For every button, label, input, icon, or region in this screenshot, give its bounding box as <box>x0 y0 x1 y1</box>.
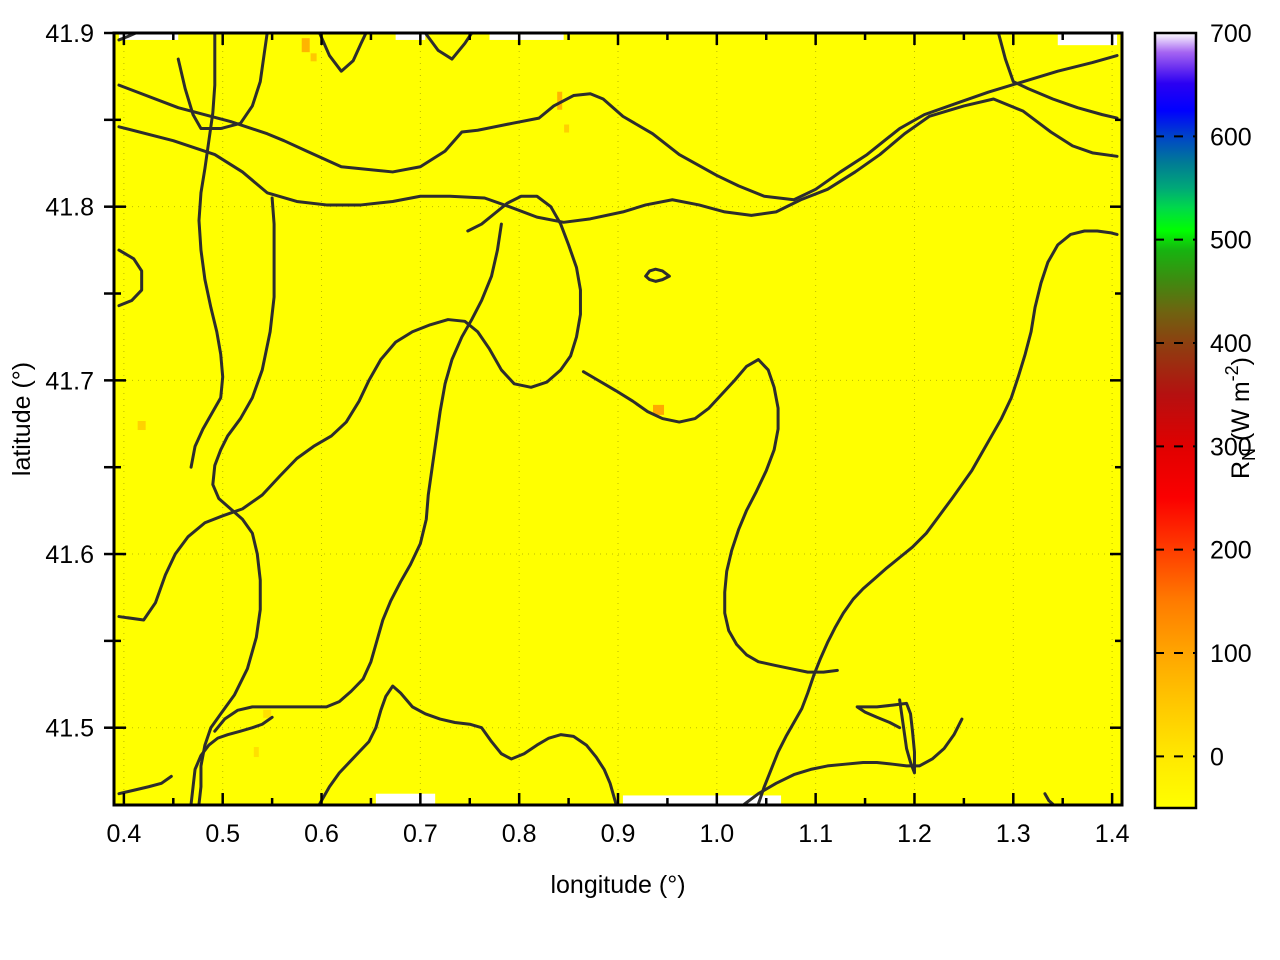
contour-line <box>996 33 1119 120</box>
white-gap <box>395 33 426 40</box>
x-tick-label: 1.3 <box>996 820 1031 848</box>
plot-background <box>114 33 1122 805</box>
contour-line <box>117 194 582 622</box>
colorbar-tick-label: 300 <box>1210 433 1252 461</box>
contour-lines <box>117 33 1119 805</box>
contour-line <box>318 684 618 805</box>
svg-text:RN (W m-2): RN (W m-2) <box>1222 357 1259 479</box>
field-speckle <box>653 404 665 415</box>
contour-line <box>176 33 269 131</box>
x-tick-label: 0.5 <box>205 820 240 848</box>
y-tick-label: 41.6 <box>45 541 94 569</box>
colorbar-tick-label: 400 <box>1210 330 1252 358</box>
colorbar-title-rest: (W m <box>1227 381 1255 448</box>
contour-line <box>213 222 503 733</box>
colorbar-tick-labels: 0 100 200 300 400 500 600 700 <box>1210 20 1252 771</box>
contour-line <box>189 715 274 805</box>
field-speckle <box>137 421 146 431</box>
field-speckle <box>564 124 570 133</box>
white-gap-layer <box>118 33 1118 805</box>
x-tick-label: 0.4 <box>106 820 141 848</box>
y-tick-label: 41.8 <box>45 194 94 222</box>
axis-ticks <box>104 31 1122 805</box>
colorbar-tick-label: 200 <box>1210 537 1252 565</box>
colorbar-title-superscript: -2 <box>1222 365 1242 381</box>
colorbar-tick-label: 700 <box>1210 20 1252 48</box>
contour-line <box>742 717 964 805</box>
colorbar-gradient <box>1155 33 1196 808</box>
y-axis-title: latitude (°) <box>8 362 36 476</box>
x-tick-label: 1.4 <box>1095 820 1130 848</box>
colorbar-title-close: ) <box>1227 357 1255 365</box>
contour-line <box>581 358 839 674</box>
contour-line <box>756 229 1119 805</box>
speckle-layer <box>137 38 665 758</box>
contour-line <box>117 248 144 308</box>
y-tick-label: 41.9 <box>45 20 94 48</box>
contour-line <box>117 774 173 796</box>
colorbar-tick-label: 0 <box>1210 743 1224 771</box>
contour-line <box>1043 792 1055 805</box>
contour-line <box>423 33 474 61</box>
x-axis-title: longitude (°) <box>550 871 685 899</box>
contour-line <box>318 33 368 73</box>
field-speckle <box>310 53 317 62</box>
colorbar-title: RN (W m-2) <box>1222 357 1259 479</box>
x-tick-label: 0.7 <box>403 820 438 848</box>
field-speckle <box>253 747 259 758</box>
x-tick-label: 0.6 <box>304 820 339 848</box>
colorbar-border <box>1153 31 1198 810</box>
field-speckle <box>301 38 310 53</box>
contour-line <box>189 33 225 469</box>
x-tick-label: 1.2 <box>897 820 932 848</box>
x-tick-label: 0.9 <box>601 820 636 848</box>
x-tick-label: 1.0 <box>699 820 734 848</box>
white-gap <box>118 33 179 40</box>
contour-line <box>644 267 671 283</box>
colorbar-tick-label: 100 <box>1210 640 1252 668</box>
field-speckle <box>263 709 272 718</box>
x-tick-label: 1.1 <box>798 820 833 848</box>
colorbar-ticks <box>1155 135 1196 758</box>
white-gap <box>1057 33 1118 46</box>
white-gap <box>375 793 436 805</box>
colorbar-tick-label: 600 <box>1210 123 1252 151</box>
colorbar-title-main: R <box>1227 461 1255 479</box>
grid-lines <box>114 33 1122 805</box>
y-tick-label: 41.5 <box>45 715 94 743</box>
y-tick-label: 41.7 <box>45 367 94 395</box>
contour-line <box>117 54 1119 202</box>
colorbar-title-subscript: N <box>1239 448 1259 461</box>
contour-line <box>855 698 916 775</box>
contour-line <box>117 97 1119 224</box>
x-tick-labels: 0.4 0.5 0.6 0.7 0.8 0.9 1.0 1.1 1.2 1.3 1.4 <box>106 820 1129 848</box>
white-gap <box>489 33 564 40</box>
white-gap <box>622 795 782 805</box>
field-speckle <box>557 91 563 110</box>
colorbar-tick-label: 500 <box>1210 227 1252 255</box>
x-tick-label: 0.8 <box>502 820 537 848</box>
contour-line <box>197 196 276 805</box>
y-tick-labels: 41.5 41.6 41.7 41.8 41.9 <box>45 20 94 743</box>
